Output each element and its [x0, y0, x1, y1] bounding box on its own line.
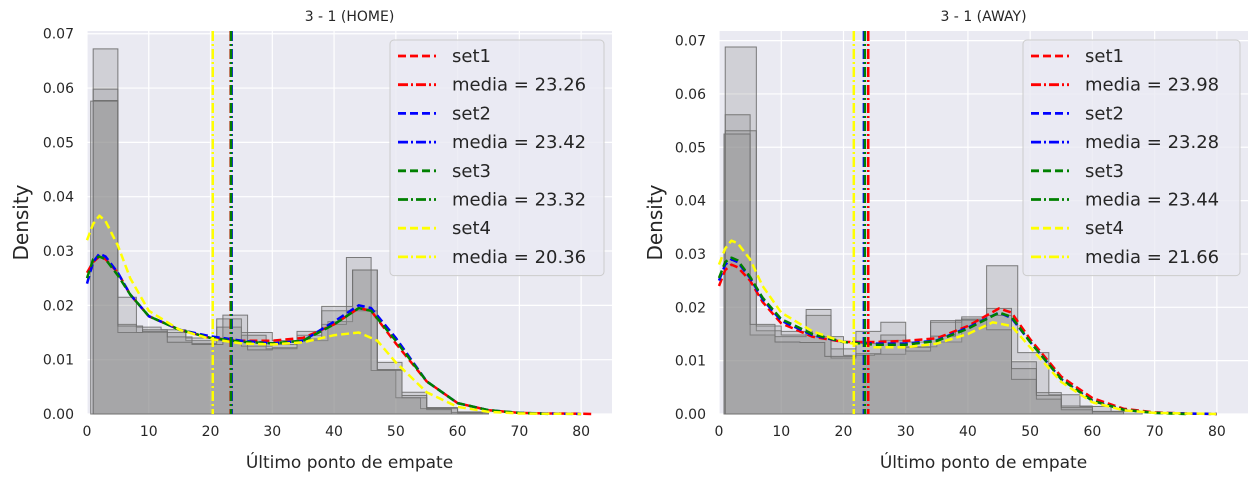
x-axis-label: Último ponto de empate	[880, 451, 1087, 473]
x-tick-label: 80	[1208, 424, 1226, 440]
x-tick-label: 50	[1021, 424, 1039, 440]
y-tick-label: 0.07	[675, 34, 706, 50]
legend: set1 media = 23.26 set2 media = 23.42 set3 me…	[390, 40, 604, 276]
y-axis-label: Density	[643, 184, 667, 260]
legend-label: media = 23.98	[1085, 75, 1219, 96]
legend-label: media = 23.44	[1085, 190, 1219, 211]
y-axis-label: Density	[9, 184, 33, 260]
x-tick-label: 10	[140, 424, 158, 440]
x-tick-label: 40	[325, 424, 343, 440]
chart-panel-1: 0 10 20 30 40 50 60 70 80 0.00 0.01 0.02 0.03 0.04 0.0…	[9, 9, 612, 473]
legend-label: set2	[1085, 103, 1124, 124]
legend-label: media = 23.28	[1085, 132, 1219, 153]
x-tick-label: 60	[449, 424, 467, 440]
chart-title: 3 - 1 (HOME)	[305, 9, 395, 25]
y-tick-label: 0.00	[43, 407, 74, 423]
legend-label: set2	[452, 103, 491, 124]
y-tick-label: 0.03	[43, 244, 74, 260]
legend-label: set3	[1085, 161, 1124, 182]
y-tick-label: 0.01	[43, 353, 74, 369]
y-tick-label: 0.05	[675, 140, 706, 156]
x-tick-label: 0	[715, 424, 724, 440]
legend-label: set4	[1085, 218, 1124, 239]
chart-panel-2: 0 10 20 30 40 50 60 70 80 0.00 0.01 0.02 0.03 0.04 0.0…	[643, 9, 1248, 473]
y-tick-label: 0.00	[675, 407, 706, 423]
legend-label: set4	[452, 218, 491, 239]
x-tick-label: 20	[202, 424, 220, 440]
x-tick-label: 40	[959, 424, 977, 440]
y-tick-label: 0.04	[43, 190, 74, 206]
x-tick-label: 50	[387, 424, 405, 440]
legend-label: media = 23.42	[452, 132, 586, 153]
y-tick-label: 0.02	[43, 298, 74, 314]
chart-title: 3 - 1 (AWAY)	[940, 9, 1026, 25]
legend-label: set3	[452, 161, 491, 182]
legend: set1 media = 23.98 set2 media = 23.28 set3 me…	[1023, 40, 1240, 276]
x-tick-label: 30	[897, 424, 915, 440]
x-tick-label: 30	[263, 424, 281, 440]
x-tick-label: 10	[772, 424, 790, 440]
y-tick-label: 0.04	[675, 194, 706, 210]
legend-label: media = 23.26	[452, 75, 586, 96]
legend-label: media = 23.32	[452, 190, 586, 211]
legend-label: media = 20.36	[452, 247, 586, 268]
y-tick-label: 0.02	[675, 300, 706, 316]
x-tick-label: 60	[1083, 424, 1101, 440]
x-tick-label: 0	[83, 424, 92, 440]
y-tick-label: 0.06	[43, 81, 74, 97]
legend-label: media = 21.66	[1085, 247, 1219, 268]
x-axis-label: Último ponto de empate	[246, 451, 453, 473]
y-tick-label: 0.07	[43, 27, 74, 43]
x-tick-label: 20	[835, 424, 853, 440]
y-tick-label: 0.06	[675, 87, 706, 103]
x-tick-label: 70	[510, 424, 528, 440]
legend-label: set1	[452, 46, 491, 67]
y-tick-label: 0.03	[675, 247, 706, 263]
x-tick-label: 70	[1146, 424, 1164, 440]
x-tick-label: 80	[572, 424, 590, 440]
y-tick-label: 0.05	[43, 135, 74, 151]
y-tick-label: 0.01	[675, 354, 706, 370]
legend-label: set1	[1085, 46, 1124, 67]
